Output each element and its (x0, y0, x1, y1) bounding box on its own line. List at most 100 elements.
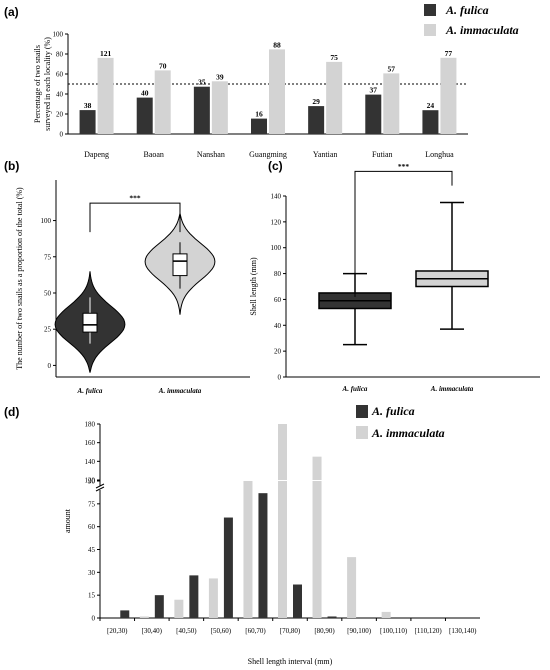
b-y-axis-title: The number of two snails as a proportion… (15, 187, 24, 370)
d-category-label: [110,120) (415, 627, 443, 635)
d-category-label: [130,140) (449, 627, 477, 635)
a-bar-fulica (308, 106, 325, 134)
panel-label-b: (b) (4, 159, 19, 173)
d-bar-fulica (293, 584, 302, 618)
legend-d: A. fulica A. immaculata (356, 404, 445, 440)
c-category-label: A. immaculata (430, 385, 474, 393)
panel-label-c: (c) (268, 159, 283, 173)
c-y-tick-label: 140 (271, 193, 282, 201)
d-bar-immaculata-upper-part (312, 456, 322, 480)
d-bar-fulica (120, 610, 130, 618)
a-data-label: 40 (141, 89, 149, 98)
c-category-label: A. fulica (342, 385, 368, 393)
b-y-tick-label: 0 (48, 362, 52, 370)
a-category-label: Yantian (313, 150, 338, 159)
panel-label-a: (a) (4, 5, 19, 19)
d-y-tick-label: 60 (88, 523, 96, 531)
c-y-tick-label: 20 (274, 348, 282, 356)
d-y-tick-label: 160 (85, 439, 96, 447)
c-y-tick-label: 60 (274, 296, 282, 304)
a-bar-fulica (79, 110, 96, 134)
a-data-label: 75 (330, 53, 338, 62)
a-category-label: Guangming (249, 150, 287, 159)
d-bar-fulica (327, 616, 337, 618)
legend-d-fulica-label: A. fulica (371, 404, 415, 418)
c-y-tick-label: 80 (274, 270, 282, 278)
a-y-axis-title-line2: surveyed in each locality (%) (43, 37, 52, 131)
a-data-label: 37 (370, 86, 378, 95)
legend-d-immaculata-swatch (356, 426, 368, 439)
c-y-tick-label: 100 (271, 244, 282, 252)
a-bar-fulica (422, 110, 439, 134)
a-bar-fulica (365, 94, 382, 134)
d-bar-immaculata-lower-part (312, 481, 322, 618)
b-significance-label: *** (129, 193, 141, 202)
b-y-tick-label: 25 (44, 326, 52, 334)
d-x-axis-title: Shell length interval (mm) (248, 657, 333, 666)
d-y-tick-label: 120 (85, 477, 96, 485)
d-category-label: [60,70) (245, 627, 266, 635)
d-y-tick-label: 0 (92, 615, 96, 623)
a-bar-immaculata (440, 57, 457, 134)
d-bar-immaculata (139, 616, 149, 618)
a-y-tick-label: 20 (56, 111, 64, 119)
a-data-label: 24 (427, 101, 435, 110)
panel-label-d: (d) (4, 405, 19, 419)
d-axis-break-mark (95, 486, 105, 492)
legend-d-immaculata-label: A. immaculata (371, 426, 445, 440)
legend-a-immaculata-swatch (424, 24, 436, 36)
d-bar-immaculata (174, 599, 184, 618)
a-y-axis-title: Percentage of two snailssurveyed in each… (33, 37, 52, 131)
a-data-label: 121 (100, 49, 112, 58)
a-data-label: 77 (445, 49, 453, 58)
c-significance-bracket (354, 170, 453, 297)
a-y-tick-label: 0 (60, 131, 64, 139)
d-bar-immaculata (347, 557, 357, 618)
b-y-tick-label: 50 (44, 289, 52, 297)
c-y-tick-label: 40 (274, 322, 282, 330)
c-y-axis-title: Shell length (mm) (249, 257, 258, 316)
d-bar-fulica (258, 493, 268, 618)
panel-c-boxplot-chart: 0 20 40 60 80 100 120 140 Shell length (mm) A. fu… (249, 162, 540, 393)
b-y-tick-label: 75 (44, 253, 52, 261)
d-category-label: [20,30) (107, 627, 128, 635)
d-category-label: [40,50) (176, 627, 197, 635)
a-bar-fulica (136, 97, 153, 134)
a-y-tick-label: 60 (56, 71, 64, 79)
a-data-label: 70 (159, 61, 167, 70)
a-y-axis-title-line1: Percentage of two snails (33, 45, 42, 123)
d-y-axis-title: amount (63, 508, 72, 533)
b-box (82, 312, 98, 333)
a-data-label: 29 (312, 97, 320, 106)
panel-b-violin-chart: 0 25 50 75 100 The number of two snails as a … (15, 180, 250, 395)
a-y-tick-label: 80 (56, 51, 64, 59)
a-category-label: Futian (372, 150, 392, 159)
c-y-tick-label: 0 (278, 374, 282, 382)
a-bar-immaculata (154, 70, 171, 134)
legend-a-fulica-label: A. fulica (445, 3, 489, 17)
a-bar-immaculata (383, 73, 400, 134)
d-axis-break-mark (95, 483, 105, 489)
a-data-label: 88 (273, 40, 281, 49)
d-category-label: [80,90) (314, 627, 335, 635)
d-bar-immaculata-upper-part (278, 424, 287, 480)
d-bar-immaculata (208, 578, 218, 618)
a-category-label: Nanshan (197, 150, 225, 159)
d-category-label: [30,40) (142, 627, 163, 635)
d-y-tick-label: 15 (88, 592, 96, 600)
a-data-label: 57 (388, 64, 396, 73)
a-y-tick-label: 40 (56, 91, 64, 99)
a-category-label: Dapeng (84, 150, 109, 159)
d-bar-fulica (154, 595, 164, 618)
legend-a-fulica-swatch (424, 4, 436, 16)
d-y-tick-label: 75 (88, 500, 96, 508)
d-category-label: [50,60) (211, 627, 232, 635)
d-y-tick-label: 90 (88, 478, 96, 486)
d-y-tick-label: 140 (85, 458, 96, 466)
c-y-tick-label: 120 (271, 218, 282, 226)
b-box (172, 253, 188, 277)
